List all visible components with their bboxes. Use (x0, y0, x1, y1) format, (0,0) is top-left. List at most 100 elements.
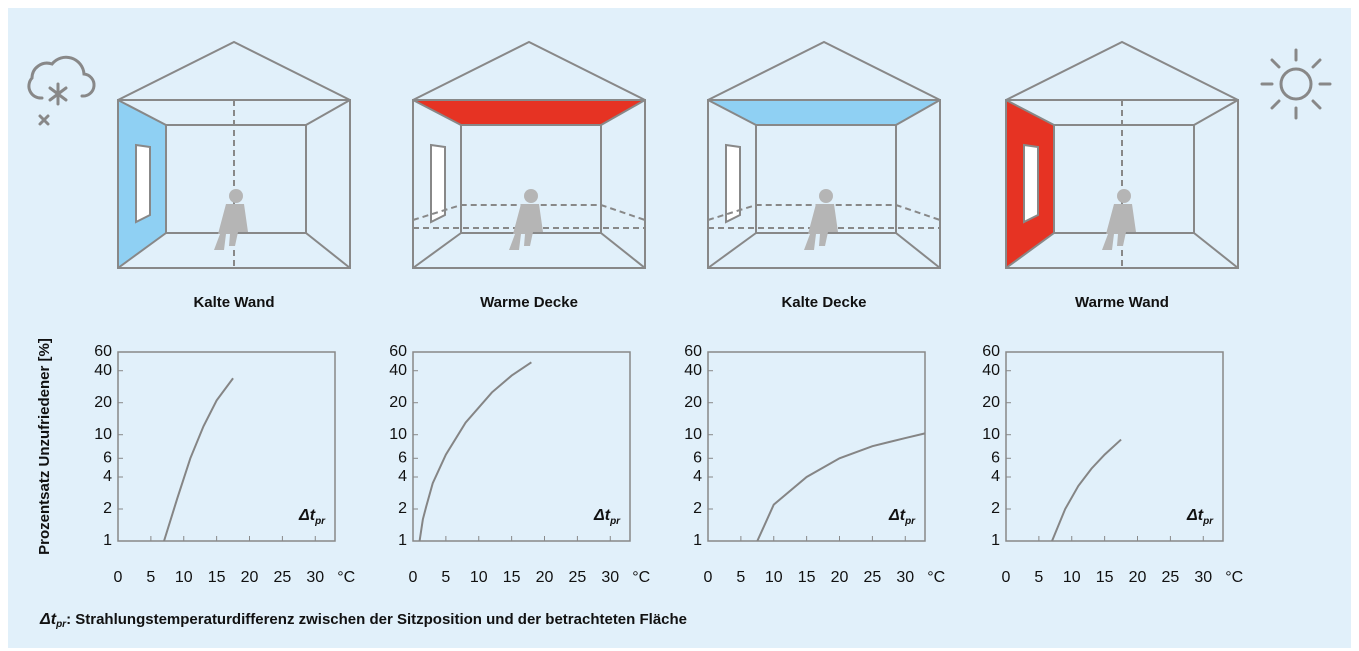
annotation: Δtpr (593, 507, 621, 526)
x-tick-label: 20 (241, 569, 259, 586)
y-tick-label: 4 (398, 468, 407, 485)
annotation: Δtpr (888, 507, 916, 526)
window (135, 143, 151, 224)
edge (600, 99, 646, 126)
line (1051, 438, 1122, 542)
x-unit: °C (927, 569, 945, 586)
edge (117, 232, 167, 269)
x-tick-label: 25 (1161, 569, 1179, 586)
y-tick-label: 6 (398, 450, 407, 467)
x-tick-label: 5 (736, 569, 745, 586)
x-tick-label: 25 (273, 569, 291, 586)
x-tick-label: 0 (1002, 569, 1011, 586)
y-tick-label: 20 (389, 394, 407, 411)
edge (895, 99, 941, 126)
line (418, 361, 532, 542)
y-tick-label: 1 (991, 532, 1000, 549)
person (509, 189, 543, 250)
person (804, 189, 838, 250)
line (163, 377, 234, 542)
head (819, 189, 833, 203)
x-tick-label: 5 (441, 569, 450, 586)
y-tick-label: 6 (991, 450, 1000, 467)
x-tick-label: 0 (114, 569, 123, 586)
y-tick-label: 60 (684, 343, 702, 360)
x-tick-label: 10 (1063, 569, 1081, 586)
y-tick-label: 2 (103, 500, 112, 517)
roof (1005, 40, 1239, 101)
annotation: Δtpr (298, 507, 326, 526)
roof (707, 40, 941, 101)
edge (1005, 232, 1055, 269)
edge (117, 99, 167, 126)
y-tick-label: 10 (684, 426, 702, 443)
annotation-sub: pr (904, 516, 916, 527)
edge (412, 99, 462, 126)
body (1102, 204, 1136, 250)
y-label: Prozentsatz Unzufriedener [%] (36, 338, 53, 555)
footnote-text: : Strahlungstemperaturdifferenz zwischen… (66, 611, 687, 628)
y-tick-label: 1 (693, 532, 702, 549)
x-tick-label: 0 (409, 569, 418, 586)
x-tick-label: 30 (601, 569, 619, 586)
edge (707, 99, 757, 126)
x-tick-label: 0 (704, 569, 713, 586)
x-tick-label: 30 (1194, 569, 1212, 586)
person (214, 189, 248, 250)
y-tick-label: 40 (684, 362, 702, 379)
chart-title: Kalte Wand (193, 294, 274, 311)
y-tick-label: 10 (389, 426, 407, 443)
x-tick-label: 15 (503, 569, 521, 586)
y-tick-label: 20 (94, 394, 112, 411)
edge (1193, 99, 1239, 126)
cold-icon (27, 55, 96, 126)
head (1117, 189, 1131, 203)
y-tick-label: 1 (103, 532, 112, 549)
footnote: Δtpr: Strahlungstemperaturdifferenz zwis… (39, 611, 687, 630)
y-tick-label: 20 (684, 394, 702, 411)
y-tick-label: 60 (982, 343, 1000, 360)
annotation-sub: pr (1202, 516, 1214, 527)
chart-title: Kalte Decke (781, 294, 866, 311)
window (1023, 143, 1039, 224)
annotation: Δtpr (1186, 507, 1214, 526)
person (1102, 189, 1136, 250)
y-tick-label: 60 (94, 343, 112, 360)
y-tick-label: 40 (94, 362, 112, 379)
plot-frame (707, 351, 926, 542)
x-tick-label: 20 (536, 569, 554, 586)
body (509, 204, 543, 250)
edge (600, 232, 646, 269)
x-tick-label: 25 (568, 569, 586, 586)
x-tick-label: 25 (863, 569, 881, 586)
x-tick-label: 5 (1034, 569, 1043, 586)
roof (412, 40, 646, 101)
room-outline (707, 99, 941, 269)
edge (1005, 99, 1055, 126)
x-tick-label: 20 (1129, 569, 1147, 586)
y-tick-label: 40 (982, 362, 1000, 379)
y-tick-label: 40 (389, 362, 407, 379)
room-outline (412, 99, 646, 269)
annotation-main: Δt (593, 507, 611, 524)
plot-frame (412, 351, 631, 542)
edge (707, 232, 757, 269)
y-tick-label: 10 (94, 426, 112, 443)
y-tick-label: 6 (103, 450, 112, 467)
line (756, 432, 926, 542)
surface (708, 100, 940, 125)
annotation-sub: pr (314, 516, 326, 527)
edge (1193, 232, 1239, 269)
y-tick-label: 4 (991, 468, 1000, 485)
x-tick-label: 30 (896, 569, 914, 586)
chart-title: Warme Decke (480, 294, 578, 311)
plot-frame (1005, 351, 1224, 542)
x-tick-label: 15 (1096, 569, 1114, 586)
head (524, 189, 538, 203)
chart-title: Warme Wand (1075, 294, 1169, 311)
x-tick-label: 10 (175, 569, 193, 586)
x-tick-label: 30 (306, 569, 324, 586)
surface (413, 100, 645, 125)
y-tick-label: 2 (398, 500, 407, 517)
